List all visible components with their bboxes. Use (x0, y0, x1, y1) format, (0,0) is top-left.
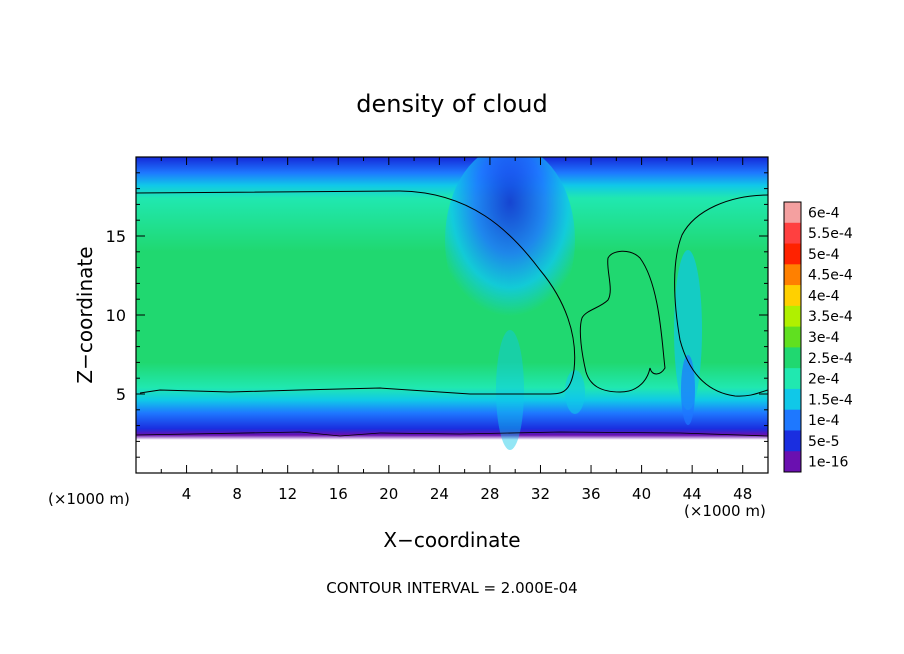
colorbar-label: 5e-5 (808, 434, 839, 450)
colorbar-swatch (784, 409, 801, 431)
colorbar-label: 1e-4 (808, 413, 840, 429)
x-tick-label: 12 (278, 485, 297, 503)
x-tick-label: 32 (531, 485, 550, 503)
x-unit-right: (×1000 m) (684, 502, 766, 520)
colorbar-swatch (784, 305, 801, 328)
x-tick-label: 24 (430, 485, 449, 503)
x-tick-label: 40 (632, 485, 651, 503)
y-tick-label: 10 (106, 306, 126, 325)
x-unit-left: (×1000 m) (48, 490, 130, 508)
y-tick-label: 5 (116, 385, 126, 404)
colorbar-swatch (784, 285, 801, 307)
x-tick-label: 44 (683, 485, 702, 503)
colorbar-swatch (784, 368, 801, 390)
colorbar-label: 3e-4 (808, 330, 840, 346)
colorbar-swatch (784, 388, 801, 411)
x-tick-label: 36 (581, 485, 600, 503)
x-tick-label: 48 (733, 485, 752, 503)
colorbar-swatch (784, 451, 801, 473)
colorbar-swatch (784, 264, 801, 286)
plot-area (136, 157, 768, 473)
y-axis-ticks: 5 10 15 (106, 172, 768, 458)
y-tick-label: 15 (106, 227, 126, 246)
y-axis-label: Z−coordinate (73, 246, 97, 383)
colorbar-label: 1e-16 (808, 455, 848, 471)
colorbar-swatch (784, 202, 801, 224)
colorbar-swatch (784, 243, 801, 265)
contour-line-interior (579, 250, 666, 393)
colorbar-label: 1.5e-4 (808, 392, 853, 408)
low-density-column-core (681, 355, 695, 425)
colorbar-label: 4e-4 (808, 288, 840, 304)
chart-title: density of cloud (356, 90, 547, 118)
x-tick-label: 20 (379, 485, 398, 503)
colorbar-label: 3.5e-4 (808, 309, 853, 325)
colorbar-label: 2e-4 (808, 372, 840, 388)
colorbar-label: 5.5e-4 (808, 226, 853, 242)
x-tick-label: 28 (480, 485, 499, 503)
colorbar-label: 5e-4 (808, 247, 840, 263)
x-tick-label: 4 (182, 485, 192, 503)
contour-interval: CONTOUR INTERVAL = 2.000E-04 (326, 579, 577, 597)
low-density-channel-lower (496, 330, 524, 450)
colorbar-frame (783, 201, 802, 473)
low-density-column (674, 250, 702, 410)
colorbar-swatch (784, 326, 801, 348)
colorbar-swatch (784, 430, 801, 452)
contour-line-main (136, 190, 576, 395)
x-axis-ticks: 4 8 12 16 20 24 28 32 36 40 44 48 (160, 157, 752, 503)
colorbar: 6e-4 5.5e-4 5e-4 4.5e-4 4e-4 3.5e-4 3e-4 2.5e-4… (783, 201, 853, 473)
x-tick-label: 8 (232, 485, 242, 503)
low-density-channel (445, 157, 575, 335)
colorbar-label: 2.5e-4 (808, 351, 853, 367)
colorbar-swatch (784, 347, 801, 369)
colorbar-label: 4.5e-4 (808, 268, 853, 284)
low-density-notch (565, 370, 585, 414)
x-tick-label: 16 (329, 485, 348, 503)
colorbar-label: 6e-4 (808, 205, 840, 221)
colorbar-swatch (784, 222, 801, 245)
contour-line-right (674, 194, 768, 397)
x-axis-label: X−coordinate (383, 528, 520, 552)
contour-line-ground (136, 431, 768, 437)
